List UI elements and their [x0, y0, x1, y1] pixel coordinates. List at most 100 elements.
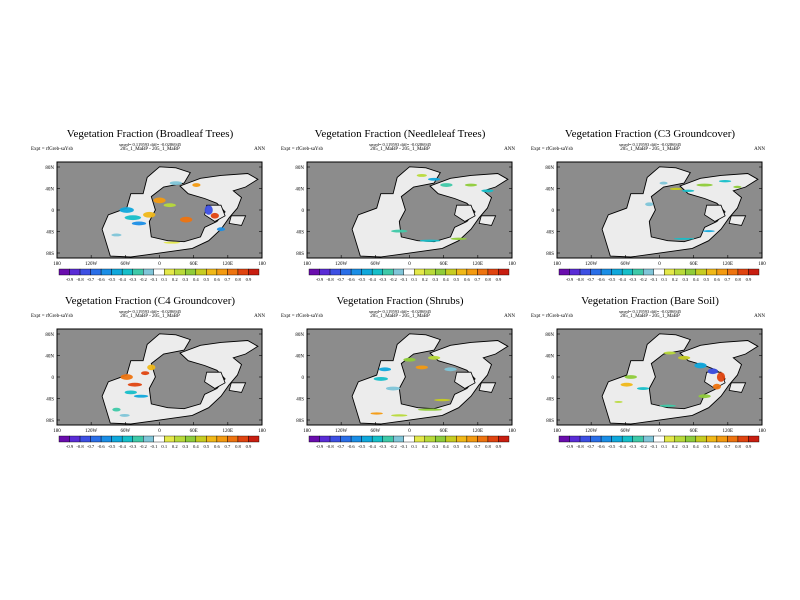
lon-tick-label: 120E [473, 262, 484, 266]
anomaly-patch [153, 198, 165, 204]
map-plot: 80N40N040S80S180 120W 60W 0 60E 120E 180 [275, 154, 525, 266]
colorbar-tick-label: 0.7 [225, 444, 231, 449]
colorbar-tick-label: -0.3 [129, 444, 137, 449]
colorbar-swatch [393, 436, 404, 442]
colorbar-swatch [122, 436, 133, 442]
colorbar-tick-label: 0.2 [422, 277, 428, 282]
panel-title: Vegetation Fraction (Bare Soil) [525, 295, 775, 307]
colorbar-swatch [351, 436, 362, 442]
map-plot: 80N40N040S80S180 120W 60W 0 60E 120E 180 [25, 321, 275, 433]
colorbar-tick-label: 0.1 [411, 277, 417, 282]
colorbar-swatch [414, 436, 425, 442]
colorbar-swatch [425, 436, 436, 442]
colorbar-tick-label: 0.7 [725, 277, 731, 282]
anomaly-patch [120, 207, 134, 213]
colorbar-tick-label: 0.4 [443, 444, 449, 449]
anomaly-patch [141, 371, 149, 375]
anomaly-patch [374, 377, 388, 381]
colorbar-swatch [467, 436, 478, 442]
colorbar-swatch [217, 436, 228, 442]
anomaly-patch [379, 367, 391, 371]
anomaly-patch [180, 217, 192, 223]
map-panel: Vegetation Fraction (Bare Soil) xmed= 0.1… [525, 295, 775, 470]
lon-tick-label: 180 [53, 429, 61, 433]
colorbar-swatch [664, 269, 675, 275]
colorbar-tick-label: 0.3 [432, 277, 438, 282]
colorbar-tick-label: -0.2 [390, 277, 398, 282]
colorbar-swatch [164, 436, 175, 442]
colorbar-swatch [227, 436, 238, 442]
lat-tick-label: 40S [546, 230, 554, 235]
colorbar-swatch [685, 436, 696, 442]
lon-tick-label: 60W [120, 262, 130, 266]
colorbar-swatch [112, 269, 123, 275]
colorbar-tick-label: 0.1 [161, 277, 167, 282]
anomaly-patch [621, 383, 633, 387]
panel-title: Vegetation Fraction (Shrubs) [275, 295, 525, 307]
anomaly-patch [121, 374, 133, 380]
lon-tick-label: 180 [553, 262, 561, 266]
colorbar-swatch [446, 269, 457, 275]
colorbar-tick-label: 0.4 [693, 444, 699, 449]
lon-tick-label: 60E [190, 429, 198, 433]
colorbar-tick-label: 0.4 [693, 277, 699, 282]
colorbar-tick-label: -0.7 [587, 277, 595, 282]
colorbar-tick-label: 0.6 [714, 444, 720, 449]
anomaly-patch [164, 242, 180, 244]
lon-tick-label: 180 [258, 262, 266, 266]
lat-tick-label: 0 [302, 209, 305, 214]
colorbar-tick-label: -0.7 [587, 444, 595, 449]
colorbar-swatch [154, 269, 165, 275]
lon-tick-label: 120W [585, 429, 598, 433]
anomaly-patch [719, 180, 731, 182]
colorbar-swatch [80, 269, 91, 275]
colorbar-swatch [727, 269, 738, 275]
anomaly-patch [143, 212, 155, 218]
colorbar-swatch [372, 436, 383, 442]
panel-title: Vegetation Fraction (C4 Groundcover) [25, 295, 275, 307]
colorbar-swatch [101, 436, 112, 442]
lon-tick-label: 60W [620, 262, 630, 266]
colorbar-tick-label: 0.2 [172, 277, 178, 282]
lon-tick-label: 120W [335, 262, 348, 266]
colorbar-swatch [133, 436, 144, 442]
lat-tick-label: 40N [295, 187, 304, 192]
colorbar-tick-label: -0.8 [76, 277, 84, 282]
colorbar-swatch [467, 269, 478, 275]
colorbar-tick-label: 0.6 [214, 444, 220, 449]
colorbar-tick-label: 0.4 [443, 277, 449, 282]
lat-tick-label: 80N [45, 166, 54, 171]
season-label: ANN [504, 147, 515, 152]
lon-tick-label: 180 [758, 262, 766, 266]
colorbar-swatch [196, 269, 207, 275]
colorbar-swatch [633, 269, 644, 275]
colorbar-tick-label: -0.3 [379, 444, 387, 449]
lat-tick-label: 80S [46, 419, 54, 424]
colorbar-swatch [748, 436, 759, 442]
lon-tick-label: 120W [85, 429, 98, 433]
colorbar-swatch [477, 436, 488, 442]
colorbar-tick-label: -0.5 [608, 277, 616, 282]
colorbar-tick-label: -0.9 [316, 277, 324, 282]
lat-tick-label: 80N [295, 166, 304, 171]
lon-tick-label: 120E [223, 262, 234, 266]
lon-tick-label: 0 [408, 262, 411, 266]
colorbar-tick-label: -0.4 [619, 444, 627, 449]
colorbar-tick-label: 0.6 [464, 277, 470, 282]
colorbar: -0.9 -0.8 -0.7 -0.6 -0.5 -0.4 -0.3 -0.2 -0.1 0.1 0… [525, 267, 775, 291]
lon-tick-label: 180 [303, 429, 311, 433]
lat-tick-label: 80S [46, 252, 54, 257]
colorbar-tick-label: 0.5 [453, 277, 459, 282]
colorbar-tick-label: -0.9 [566, 444, 574, 449]
colorbar-swatch [559, 269, 570, 275]
colorbar-tick-label: -0.7 [337, 277, 345, 282]
colorbar-swatch [185, 436, 196, 442]
colorbar-tick-label: -0.6 [597, 277, 605, 282]
colorbar-swatch [248, 269, 259, 275]
lat-tick-label: 40N [545, 187, 554, 192]
anomaly-patch [120, 414, 130, 417]
colorbar-tick-label: -0.1 [150, 444, 158, 449]
map-panel: Vegetation Fraction (Needleleaf Trees) xm… [275, 128, 525, 303]
colorbar-swatch [112, 436, 123, 442]
lat-tick-label: 80N [545, 333, 554, 338]
